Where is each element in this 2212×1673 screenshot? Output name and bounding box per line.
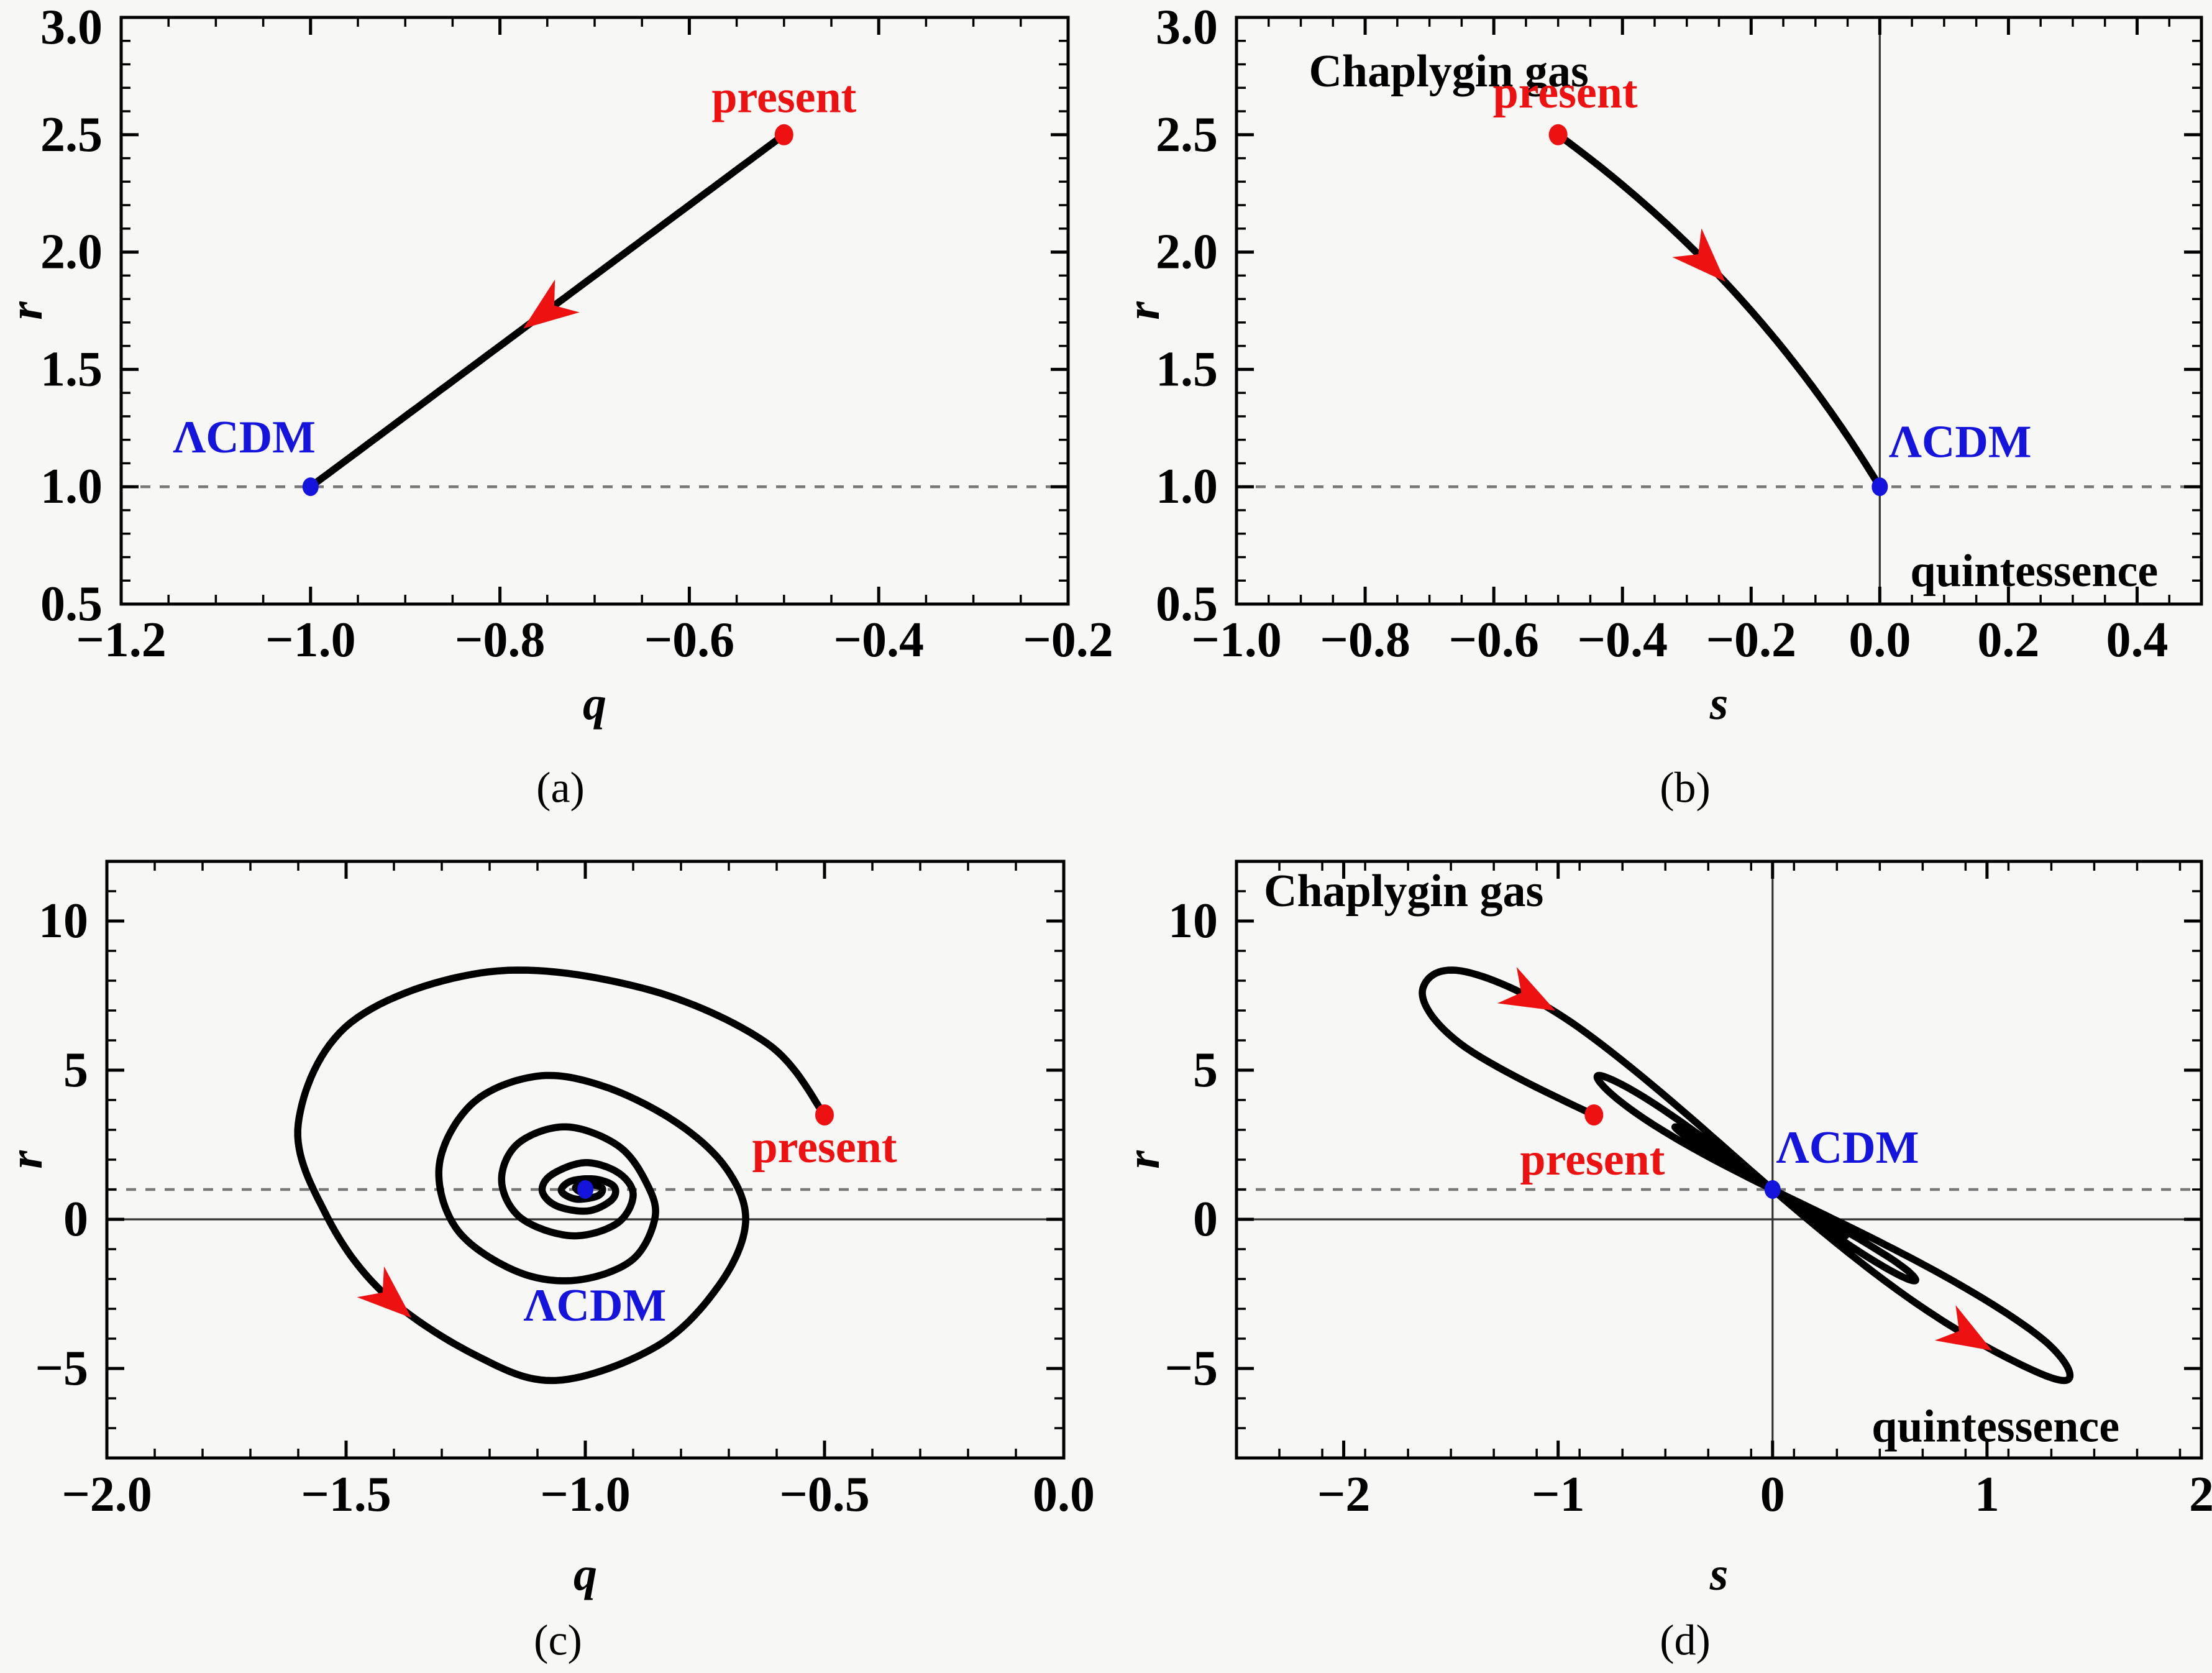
annotation-present: present (752, 1122, 897, 1173)
annotation-present: present (1493, 67, 1638, 118)
annotation-chaplygin-gas: Chaplygin gas (1264, 866, 1543, 917)
x-tick-label: −0.4 (1577, 613, 1668, 667)
x-tick-label: −1.0 (540, 1467, 631, 1522)
present-point (774, 124, 793, 145)
x-tick-label: −0.8 (455, 613, 546, 667)
lcdm-point (1872, 477, 1888, 497)
y-tick-label: 0.5 (1156, 577, 1218, 631)
y-axis-label: r (0, 301, 52, 320)
x-axis-label: s (1709, 1548, 1729, 1600)
panel-caption: (c) (534, 1617, 582, 1665)
x-tick-label: 0.0 (1033, 1467, 1095, 1522)
trajectory-curve (1419, 966, 2074, 1385)
y-tick-label: 0 (63, 1192, 88, 1247)
x-tick-label: −0.4 (833, 613, 924, 667)
y-tick-label: 3.0 (1156, 0, 1218, 55)
y-tick-label: 0 (1193, 1192, 1218, 1247)
x-tick-label: −0.5 (779, 1467, 870, 1522)
lcdm-point (302, 477, 319, 497)
lcdm-point (1764, 1180, 1781, 1199)
direction-arrow (1672, 228, 1725, 282)
annotation-chaplygin-gas: Chaplygin gas (1309, 46, 1588, 97)
x-tick-label: −2 (1317, 1467, 1371, 1522)
annotation-quintessence: quintessence (1910, 546, 2158, 597)
y-tick-label: 0.5 (40, 577, 103, 631)
panel-caption: (b) (1660, 764, 1711, 812)
y-tick-label: 5 (63, 1043, 88, 1098)
trajectory-curve (294, 966, 828, 1385)
x-tick-label: 0.2 (1977, 613, 2039, 667)
y-tick-label: 2.5 (40, 108, 103, 162)
annotation-present: present (711, 71, 856, 122)
panel-d: −2 −1 0 1 2 −5 0 5 10 s r Chaplygin gas present ΛCDM q… (1117, 859, 2212, 1665)
y-tick-label: 2.5 (1156, 108, 1218, 162)
y-tick-label: −5 (35, 1341, 88, 1396)
panel-caption: (d) (1660, 1617, 1711, 1665)
annotation-cdm: ΛCDM (1776, 1122, 1919, 1173)
x-tick-label: 0.0 (1849, 613, 1911, 667)
annotation-cdm: ΛCDM (1889, 416, 2032, 467)
axis-ticks (1235, 860, 2203, 1459)
y-axis-label: r (1117, 301, 1169, 320)
x-tick-label: 2 (2189, 1467, 2212, 1522)
direction-arrow (357, 1266, 412, 1318)
x-tick-label: −1.0 (1191, 613, 1282, 667)
x-tick-label: 0.4 (2106, 613, 2168, 667)
panel-a: −1.2 −1.0 −0.8 −0.6 −0.4 −0.2 0.5 1.0 1.5 2.0 2.5 3… (0, 0, 1113, 812)
axis-ticks (1235, 16, 2203, 606)
panel-c: −2.0 −1.5 −1.0 −0.5 0.0 −5 0 5 10 q r present ΛCDM (c… (0, 859, 1095, 1665)
annotation-cdm: ΛCDM (524, 1280, 667, 1331)
y-axis-label: r (1117, 1150, 1169, 1169)
annotation-cdm: ΛCDM (173, 412, 316, 463)
x-axis-label: q (583, 677, 606, 730)
x-tick-label: −1.2 (76, 613, 167, 667)
lcdm-point (577, 1180, 593, 1199)
y-tick-label: 1.0 (40, 459, 103, 514)
axis-ticks (105, 860, 1066, 1459)
y-tick-label: 10 (1168, 894, 1218, 948)
present-point (815, 1104, 834, 1125)
annotation-present: present (1520, 1134, 1665, 1185)
panel-b: −1.0 −0.8 −0.6 −0.4 −0.2 0.0 0.2 0.4 0.5 1.0 1.5 2.… (1117, 0, 2203, 812)
plot-frame (1235, 16, 2203, 606)
y-tick-label: 5 (1193, 1043, 1218, 1098)
x-tick-label: −0.2 (1706, 613, 1796, 667)
present-point (1584, 1104, 1604, 1125)
x-tick-label: 0 (1760, 1467, 1785, 1522)
x-tick-label: −1.0 (265, 613, 356, 667)
present-point (1548, 124, 1568, 145)
x-axis-label: q (574, 1548, 597, 1600)
y-tick-label: 1.5 (1156, 342, 1218, 396)
direction-arrow (523, 279, 580, 329)
y-tick-label: 2.0 (1156, 225, 1218, 280)
plot-frame (119, 16, 1070, 606)
y-axis-label: r (0, 1150, 52, 1169)
y-tick-label: 1.5 (40, 342, 103, 396)
x-tick-label: −1.5 (301, 1467, 391, 1522)
y-tick-label: 2.0 (40, 225, 103, 280)
direction-arrow (1497, 967, 1556, 1011)
x-tick-label: −1 (1532, 1467, 1585, 1522)
axis-ticks (119, 16, 1070, 606)
x-tick-label: −0.6 (644, 613, 735, 667)
y-tick-label: −5 (1164, 1341, 1218, 1396)
x-tick-label: −0.6 (1448, 613, 1539, 667)
x-tick-label: −2.0 (62, 1467, 152, 1522)
x-tick-label: −0.2 (1023, 613, 1113, 667)
trajectory-curve (1554, 131, 1884, 490)
x-axis-label: s (1709, 677, 1729, 730)
panel-caption: (a) (536, 764, 585, 812)
x-tick-label: 1 (1975, 1467, 1999, 1522)
y-tick-label: 10 (39, 894, 88, 948)
direction-arrow (1934, 1305, 1993, 1351)
annotation-quintessence: quintessence (1872, 1401, 2119, 1452)
y-tick-label: 3.0 (40, 0, 103, 55)
y-tick-label: 1.0 (1156, 459, 1218, 514)
x-tick-label: −0.8 (1320, 613, 1410, 667)
